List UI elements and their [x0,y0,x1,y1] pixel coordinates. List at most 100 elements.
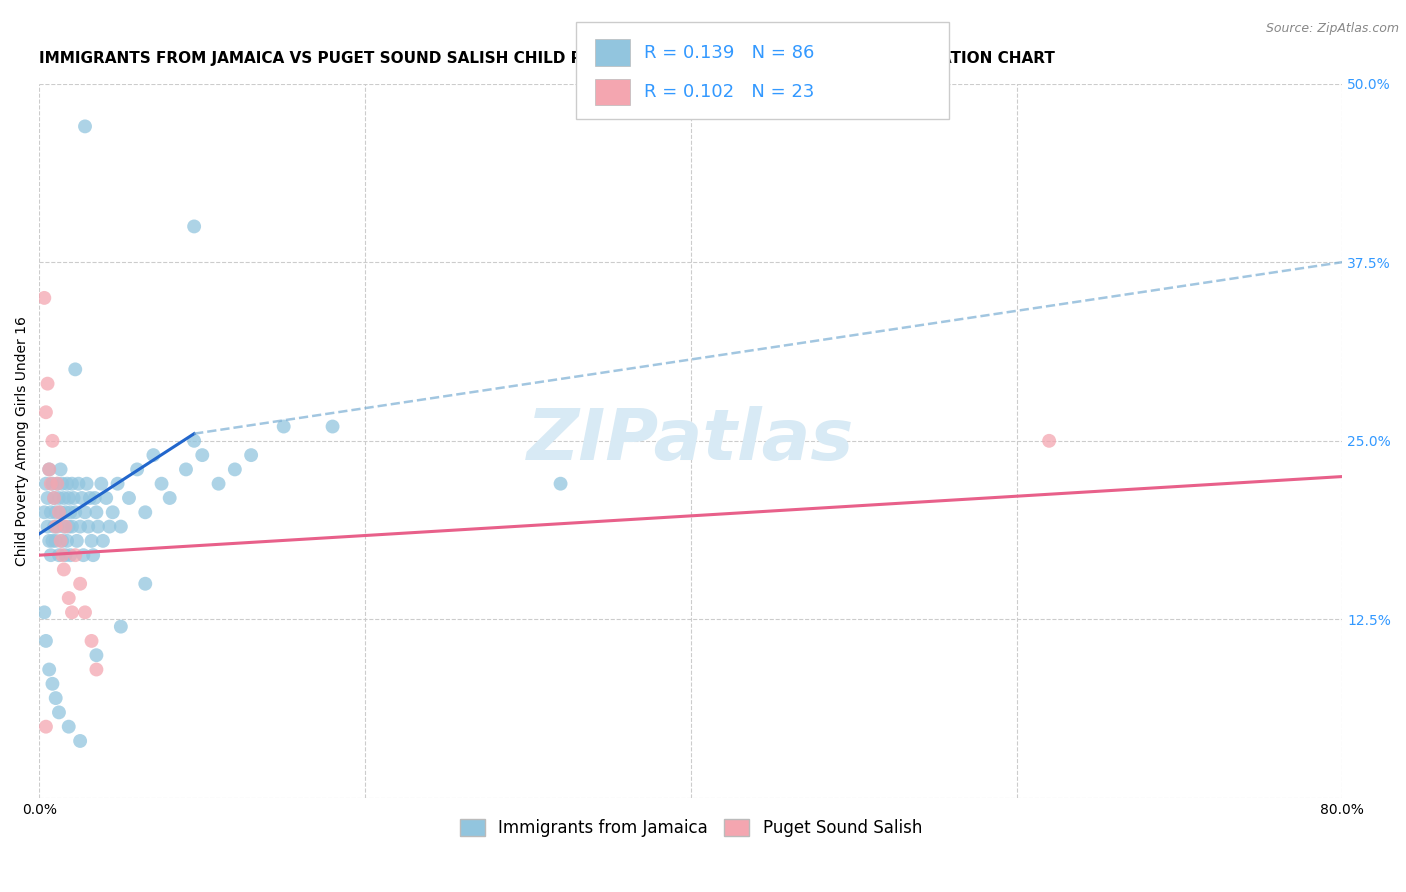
Point [86,663,108,677]
Point [41,677,63,691]
Point [207,476,229,491]
Point [72,548,94,562]
Point [41,434,63,448]
Point [101,505,124,519]
Point [52,562,75,576]
Point [45,691,67,706]
Point [83,491,105,505]
Point [66,533,89,548]
Point [48,505,70,519]
Point [58,491,80,505]
Point [58,519,80,533]
Point [62,491,84,505]
Point [48,548,70,562]
Point [49,505,72,519]
Point [34,605,56,619]
Point [38,663,60,677]
Point [39,505,62,519]
Point [134,505,156,519]
Text: Source: ZipAtlas.com: Source: ZipAtlas.com [1265,22,1399,36]
Point [142,448,165,462]
Point [65,362,87,376]
Point [46,519,69,533]
Point [37,491,59,505]
Point [73,120,96,134]
Point [77,519,100,533]
Point [90,476,112,491]
Point [191,448,214,462]
Point [42,491,65,505]
Point [118,491,141,505]
Point [55,505,77,519]
Point [56,476,79,491]
Point [150,476,173,491]
Point [87,519,110,533]
Point [322,419,344,434]
Point [35,720,58,734]
Point [46,476,69,491]
Y-axis label: Child Poverty Among Girls Under 16: Child Poverty Among Girls Under 16 [15,316,30,566]
Point [49,533,72,548]
Point [37,519,59,533]
Text: IMMIGRANTS FROM JAMAICA VS PUGET SOUND SALISH CHILD POVERTY AMONG GIRLS UNDER 16: IMMIGRANTS FROM JAMAICA VS PUGET SOUND S… [39,51,1056,66]
Point [34,505,56,519]
Point [60,605,83,619]
Point [38,533,60,548]
Point [110,519,132,533]
Point [45,505,67,519]
Point [51,548,73,562]
Point [37,376,59,391]
Point [35,476,58,491]
Point [55,548,77,562]
Point [56,533,79,548]
Point [49,462,72,476]
Point [67,476,90,491]
Point [91,533,114,548]
Point [58,720,80,734]
Point [58,591,80,605]
Point [38,462,60,476]
Point [183,219,205,234]
Point [69,576,91,591]
Point [96,491,118,505]
Point [134,576,156,591]
Point [51,533,73,548]
Point [86,505,108,519]
Point [65,548,87,562]
Point [38,462,60,476]
Point [76,476,98,491]
Point [79,491,101,505]
Point [48,706,70,720]
Point [550,476,572,491]
Point [224,462,246,476]
Point [48,491,70,505]
Point [39,476,62,491]
Point [46,476,69,491]
Point [60,476,83,491]
Point [80,634,103,648]
Point [41,476,63,491]
Point [273,419,295,434]
Point [86,648,108,663]
Point [52,519,75,533]
Point [52,491,75,505]
Point [34,291,56,305]
Point [41,533,63,548]
Point [174,462,197,476]
Point [35,405,58,419]
Point [159,491,181,505]
Point [69,519,91,533]
Point [73,605,96,619]
Point [1038,434,1060,448]
Point [39,548,62,562]
Point [59,548,82,562]
Text: R = 0.102   N = 23: R = 0.102 N = 23 [644,83,814,102]
Point [107,476,129,491]
Legend: Immigrants from Jamaica, Puget Sound Salish: Immigrants from Jamaica, Puget Sound Sal… [453,812,929,844]
Point [60,519,83,533]
Point [110,619,132,633]
Point [59,505,82,519]
Point [70,491,93,505]
Point [45,533,67,548]
Point [183,434,205,448]
